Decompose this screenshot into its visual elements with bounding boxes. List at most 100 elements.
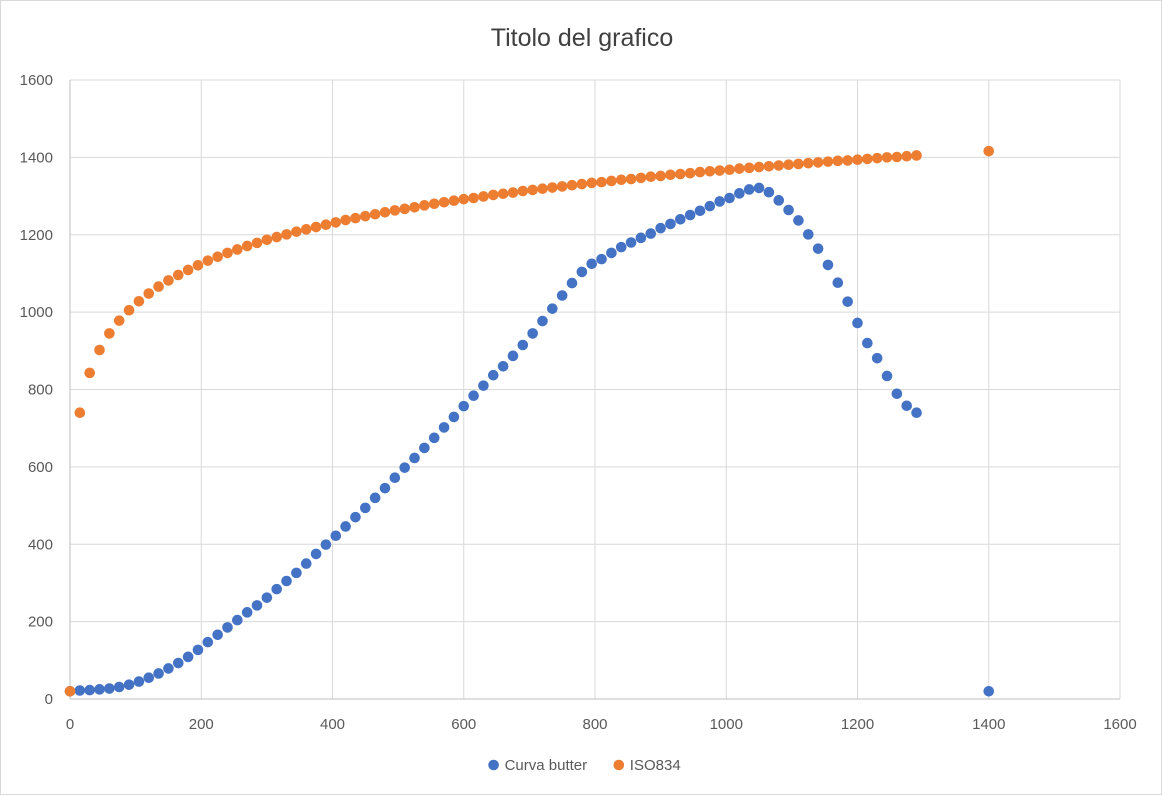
data-point [704,200,716,212]
data-point [409,201,420,213]
data-point [625,237,637,248]
data-point [871,152,883,164]
data-point [576,266,588,278]
data-point [812,243,824,254]
data-point [300,224,312,235]
data-point [537,315,548,327]
data-point [182,264,194,276]
data-point [202,636,214,648]
data-point [556,290,568,301]
axes [69,80,1120,700]
data-point [172,657,184,669]
data-point [251,600,263,611]
data-point [340,214,351,226]
data-point [143,288,155,299]
data-point [812,157,824,168]
data-point [753,182,765,194]
data-point [911,407,922,419]
data-point [487,369,499,381]
data-point [527,328,538,339]
data-point [615,241,627,253]
data-point [734,163,745,174]
data-point [281,229,292,240]
data-point [104,683,115,694]
data-point [478,191,489,202]
data-point [350,511,361,523]
data-point [566,179,578,191]
x-tick-label: 0 [66,716,74,733]
data-point [369,208,381,220]
data-point [675,168,686,180]
data-point [271,583,283,595]
x-tick-label: 600 [451,716,476,733]
data-point [911,150,922,161]
data-point [793,215,804,226]
data-point [360,210,371,222]
data-point [694,166,706,178]
data-point [310,221,322,233]
data-point [635,232,647,244]
data-point [163,275,174,286]
data-point [241,607,253,618]
data-point [478,380,489,391]
data-series [64,145,995,697]
y-tick-label: 1200 [20,227,53,244]
data-point [763,186,775,198]
data-point [606,175,617,187]
data-point [901,400,913,412]
data-point [428,198,440,210]
data-point [753,161,765,173]
data-point [133,676,145,687]
data-point [891,388,903,400]
data-point [566,277,578,289]
data-point [399,203,410,215]
data-point [212,251,223,263]
data-point [743,162,755,174]
data-point [983,145,995,157]
x-tick-label: 1600 [1103,716,1136,733]
data-point [507,187,519,198]
data-point [241,240,253,252]
y-tick-label: 400 [28,536,53,553]
data-point [222,247,233,259]
data-point [123,679,135,690]
x-tick-label: 1000 [710,716,743,733]
y-tick-label: 800 [28,382,53,399]
data-point [113,315,125,326]
data-point [802,157,814,169]
data-point [310,548,322,560]
chart-title: Titolo del grafico [491,24,674,52]
data-point [556,181,568,192]
data-point [684,167,696,179]
data-point [862,153,873,165]
data-point [163,663,174,674]
data-point [379,207,391,218]
legend-item: Curva butter [488,757,587,774]
data-point [389,472,401,484]
data-point [517,339,529,351]
data-point [822,156,834,167]
data-point [133,295,145,307]
data-point [350,212,361,224]
x-tick-label: 1400 [972,716,1005,733]
data-point [369,492,381,504]
data-point [330,530,342,542]
data-point [714,165,725,176]
data-point [172,269,184,281]
series-curva-butter [64,182,995,697]
data-point [113,681,125,693]
legend-label: ISO834 [630,757,681,774]
data-point [704,166,716,177]
data-point [232,614,243,626]
data-point [468,390,479,401]
data-point [360,502,371,514]
data-point [606,247,617,259]
data-point [261,234,273,246]
data-point [330,217,342,228]
data-point [596,253,607,265]
data-point [832,277,844,289]
x-tick-label: 1200 [841,716,874,733]
legend-marker [488,759,499,771]
data-point [438,196,450,208]
x-tick-label: 200 [189,716,214,733]
